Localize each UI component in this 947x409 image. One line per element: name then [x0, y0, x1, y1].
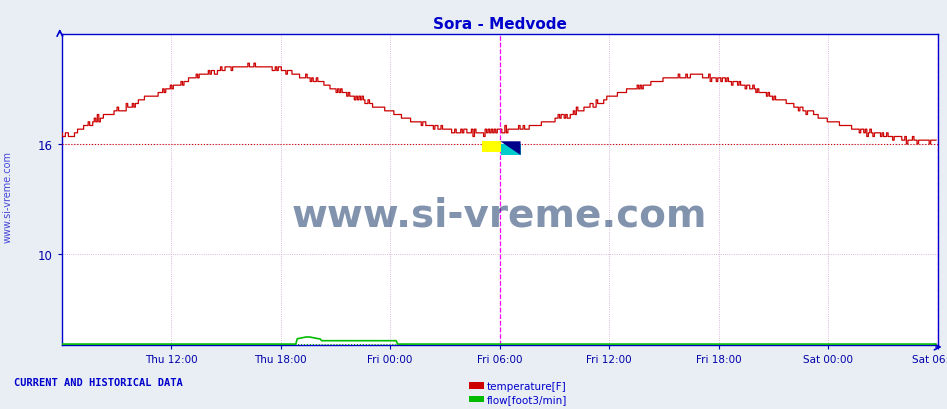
Bar [501, 145, 521, 155]
Text: flow[foot3/min]: flow[foot3/min] [487, 394, 567, 404]
Text: www.si-vreme.com: www.si-vreme.com [292, 196, 707, 234]
Polygon shape [500, 142, 521, 155]
Text: www.si-vreme.com: www.si-vreme.com [3, 151, 12, 242]
Bar [482, 142, 501, 153]
Title: Sora - Medvode: Sora - Medvode [433, 17, 566, 32]
Text: temperature[F]: temperature[F] [487, 381, 566, 391]
Text: CURRENT AND HISTORICAL DATA: CURRENT AND HISTORICAL DATA [14, 377, 183, 387]
